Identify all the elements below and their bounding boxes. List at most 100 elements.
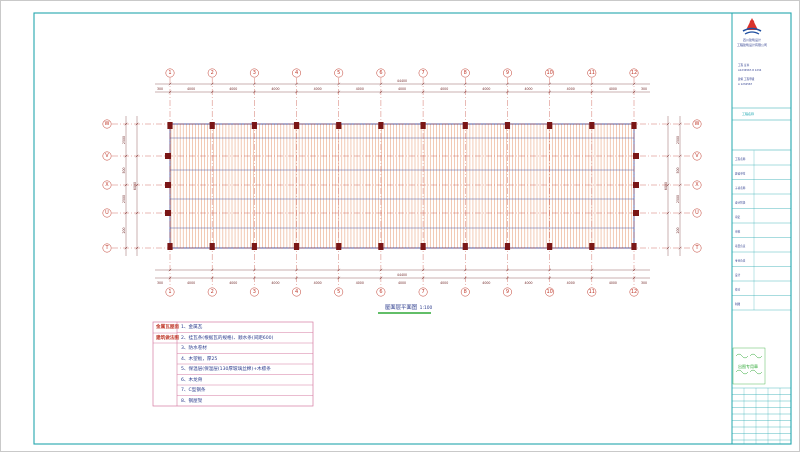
column-grid-bubble — [376, 287, 386, 297]
column-marker — [633, 153, 639, 159]
row-total-dimension: 6000 — [133, 182, 137, 190]
dimension-tick — [295, 90, 298, 94]
overall-dimension: 44400 — [397, 273, 407, 277]
dimension-tick — [124, 122, 128, 126]
dimension-tick — [252, 82, 256, 86]
column-grid-label: 7 — [421, 70, 424, 76]
column-grid-bubble — [460, 287, 470, 297]
row-grid-bubble — [102, 119, 112, 129]
column-marker — [462, 122, 468, 129]
column-grid-label: 9 — [506, 289, 509, 295]
column-marker — [378, 243, 384, 250]
bay-dimension: 4000 — [356, 87, 364, 91]
registration-line: 建筑 工程甲级 — [738, 77, 755, 81]
bay-dimension: 4000 — [482, 87, 490, 91]
column-marker — [165, 182, 171, 188]
bay-dimension: 4000 — [271, 87, 279, 91]
row-grid-label: W — [105, 121, 110, 127]
column-marker — [420, 243, 426, 250]
dimension-tick — [632, 268, 636, 272]
dimension-tick — [548, 276, 552, 280]
column-grid-bubble — [165, 68, 175, 78]
dimension-tick — [135, 246, 139, 250]
bay-dimension: 4000 — [398, 87, 406, 91]
dimension-tick — [379, 82, 383, 86]
column-marker — [631, 243, 637, 250]
column-markers — [165, 122, 639, 250]
dimension-tick — [421, 276, 425, 280]
column-grid-bubble — [207, 68, 217, 78]
dimension-tick — [210, 268, 214, 272]
dimension-tick — [295, 268, 298, 272]
dimension-tick — [168, 82, 172, 86]
overall-dimension: 44400 — [397, 79, 407, 83]
legend-item: 7、C型钢条 — [181, 386, 206, 393]
dimension-tick — [678, 211, 682, 215]
column-grid-label: 3 — [253, 289, 256, 295]
dimension-tick — [295, 82, 298, 86]
rafter-lines — [170, 124, 632, 248]
dimension-tick — [548, 268, 552, 272]
row-dimension: 2500 — [122, 195, 126, 203]
column-marker — [547, 243, 553, 250]
legend-item: 1、金属瓦 — [181, 323, 203, 330]
dimension-tick — [463, 90, 467, 94]
title-block-field-label: 审定 — [735, 215, 741, 219]
row-grid-label: U — [695, 210, 699, 216]
column-marker — [165, 210, 171, 216]
column-grid-label: 5 — [337, 289, 340, 295]
column-grid-label: 2 — [211, 70, 214, 76]
dimension-tick — [210, 82, 214, 86]
column-grid-label: 1 — [168, 289, 171, 295]
column-marker — [167, 243, 173, 250]
dimension-tick — [168, 268, 172, 272]
dimension-tick — [135, 211, 139, 215]
dimension-tick — [666, 154, 670, 158]
title-block-field-label: 设计 — [735, 273, 741, 277]
end-dimension: 300 — [641, 281, 647, 285]
column-marker — [165, 153, 171, 159]
dimension-tick — [124, 154, 128, 158]
dimension-tick — [506, 82, 509, 86]
grid-lines — [112, 78, 692, 286]
column-grid-label: 6 — [379, 289, 382, 295]
row-grid-bubble — [692, 151, 702, 161]
dimension-tick — [463, 276, 467, 280]
row-grid-label: T — [694, 245, 699, 251]
dimension-tick — [421, 82, 425, 86]
column-marker — [336, 243, 342, 250]
title-block: 四川建筑设计 工程建筑设计有限公司 工程 证书 A1234567-8 1234 … — [732, 18, 791, 444]
dimension-tick — [678, 122, 682, 126]
registration-line: 工程 证书 — [738, 63, 750, 67]
bay-dimension: 4000 — [314, 281, 322, 285]
bay-dimension: 4000 — [524, 281, 532, 285]
bay-dimension: 4000 — [356, 281, 364, 285]
title-block-field-label: 专业负责 — [735, 259, 746, 263]
dimension-tick — [135, 183, 139, 187]
title-block-field-label: 设计阶段 — [735, 201, 746, 205]
plan-scale: 1:100 — [420, 305, 433, 311]
column-grid-bubble — [587, 287, 597, 297]
revision-grid — [732, 387, 791, 444]
column-marker — [251, 243, 257, 250]
column-marker — [633, 210, 639, 216]
column-marker — [167, 122, 173, 129]
legend-label-roof: 金属瓦屋面 — [155, 323, 179, 330]
dimension-tick — [632, 90, 636, 94]
row-grid-bubble — [102, 243, 112, 253]
dimension-tick — [506, 276, 509, 280]
dimension-tick — [168, 276, 172, 280]
title-block-field-label: 制图 — [735, 302, 741, 306]
dimension-tick — [124, 183, 128, 187]
dimension-tick — [379, 90, 383, 94]
roof-framing-plan: 44400 44400 4000 4000 4000 4000 4000 4000 4000 40… — [102, 68, 702, 297]
row-grid-bubble — [102, 180, 112, 190]
dimension-tick — [666, 246, 670, 250]
company-logo — [742, 18, 762, 35]
column-grid-label: 8 — [464, 70, 467, 76]
column-marker — [547, 122, 553, 129]
column-grid-bubble — [418, 68, 428, 78]
row-grid-label: T — [104, 245, 109, 251]
